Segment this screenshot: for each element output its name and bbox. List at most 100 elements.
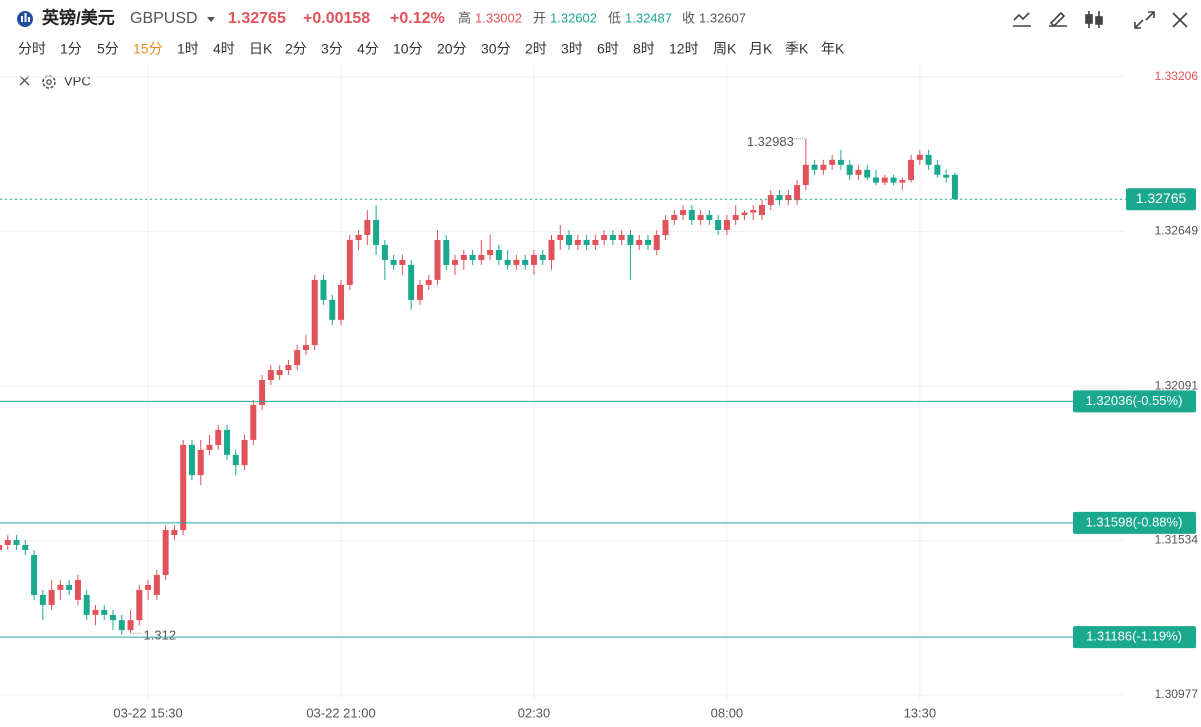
timeframe-tab[interactable]: 8时 <box>633 41 655 57</box>
candle-body <box>662 220 669 235</box>
candle-body <box>110 614 117 621</box>
candle-body <box>162 530 169 575</box>
candle-body <box>390 259 397 265</box>
high-annotation: 1.32983 <box>747 134 794 149</box>
overlay: 1.33206 1.32649 1.32091 1.31534 1.30977 03-22… <box>0 69 1198 720</box>
x-tick-label: 03-22 21:00 <box>306 705 375 720</box>
candle-body <box>206 444 213 450</box>
candle-body <box>434 239 441 280</box>
candle-body <box>381 244 388 260</box>
candle-body <box>425 279 432 285</box>
timeframe-tab[interactable]: 5分 <box>97 41 119 57</box>
timeframe-tab[interactable]: 2时 <box>525 41 547 57</box>
candle-body <box>890 177 897 183</box>
x-tick-label: 13:30 <box>904 705 937 720</box>
candle-body <box>267 370 274 381</box>
candle-body <box>846 164 853 175</box>
dropdown-arrow[interactable] <box>207 17 215 22</box>
y-tick-label: 1.33206 <box>1155 69 1199 83</box>
candle-tool[interactable] <box>1085 11 1103 28</box>
candle-body <box>618 234 625 240</box>
candle-body <box>794 185 801 201</box>
timeframe-tab[interactable]: 日K <box>249 41 273 57</box>
line-tool[interactable] <box>1013 12 1031 27</box>
symbol[interactable]: GBPUSD <box>130 10 198 27</box>
candle-body <box>723 220 730 230</box>
candle-body <box>908 159 915 181</box>
y-tick-label: 1.32091 <box>1155 378 1199 392</box>
candle-body <box>951 174 958 200</box>
candle-body <box>74 579 81 600</box>
y-tick-label: 1.31534 <box>1155 533 1199 547</box>
timeframe-tab[interactable]: 4分 <box>357 41 379 57</box>
timeframe-tab[interactable]: 6时 <box>597 41 619 57</box>
candle-body <box>829 159 836 165</box>
draw-tool[interactable] <box>1049 11 1067 28</box>
candle-body <box>399 259 406 265</box>
candle-body <box>811 164 818 170</box>
timeframe-tab[interactable]: 1时 <box>177 41 199 57</box>
candle-body <box>416 284 423 300</box>
candle-body <box>715 220 722 230</box>
timeframe-tab[interactable]: 12时 <box>669 41 699 57</box>
candle-body <box>443 239 450 265</box>
candle-body <box>329 299 336 320</box>
candle-body <box>241 439 248 466</box>
y-tick-label: 1.32649 <box>1155 224 1199 238</box>
candle-body <box>180 444 187 531</box>
settings-icon[interactable] <box>42 75 56 89</box>
low-value: 1.32487 <box>625 10 672 25</box>
candle-body <box>92 609 99 615</box>
candle-body <box>4 540 11 546</box>
timeframe-tab[interactable]: 季K <box>785 41 809 57</box>
candle-body <box>294 350 301 366</box>
remove-indicator[interactable] <box>19 75 30 86</box>
low-annotation: 1.312 <box>144 628 177 643</box>
timeframe-tab[interactable]: 分时 <box>18 41 46 57</box>
timeframe-tab[interactable]: 1分 <box>60 41 82 57</box>
candle-body <box>680 210 687 216</box>
candle-body <box>153 574 160 595</box>
candle-body <box>224 429 231 455</box>
close[interactable] <box>1172 12 1188 28</box>
timeframe-tab[interactable]: 周K <box>713 41 737 57</box>
fullscreen[interactable] <box>1134 11 1155 29</box>
candle-body <box>13 540 20 546</box>
candle-body <box>171 530 178 536</box>
timeframe-tab[interactable]: 3时 <box>561 41 583 57</box>
grid <box>0 65 1125 700</box>
candle-body <box>741 212 748 216</box>
level-label: 1.32036(-0.55%) <box>1086 393 1183 408</box>
high-label: 高 <box>458 10 471 25</box>
candle-body <box>530 254 537 265</box>
candle-body <box>39 594 46 605</box>
timeframe-tab[interactable]: 30分 <box>481 41 511 57</box>
candle-body <box>855 169 862 175</box>
candle-body <box>566 234 573 245</box>
timeframe-tab[interactable]: 2分 <box>285 41 307 57</box>
candle-body <box>495 249 502 260</box>
candle-body <box>478 254 485 260</box>
candle-body <box>48 589 55 605</box>
timeframe-tab[interactable]: 3分 <box>321 41 343 57</box>
timeframe-tab[interactable]: 4时 <box>213 41 235 57</box>
timeframe-tab[interactable]: 月K <box>749 41 773 57</box>
candle-body <box>732 215 739 221</box>
candle-body <box>916 154 923 160</box>
candle-body <box>758 205 765 216</box>
x-tick-label: 03-22 15:30 <box>113 705 182 720</box>
candle-body <box>346 239 353 285</box>
last-price-tag <box>1126 188 1196 211</box>
candle-body <box>943 174 950 178</box>
timeframe-tab[interactable]: 20分 <box>437 41 467 57</box>
candle-body <box>706 215 713 221</box>
timeframe-tab[interactable]: 10分 <box>393 41 423 57</box>
timeframe-tab[interactable]: 年K <box>821 41 845 57</box>
close-label: 收 <box>682 10 695 25</box>
candle-body <box>653 234 660 250</box>
high-value: 1.33002 <box>475 10 522 25</box>
candle-body <box>215 429 222 445</box>
level-tag <box>1073 390 1196 413</box>
timeframe-tab[interactable]: 15分 <box>133 41 163 57</box>
candle-body <box>601 234 608 240</box>
